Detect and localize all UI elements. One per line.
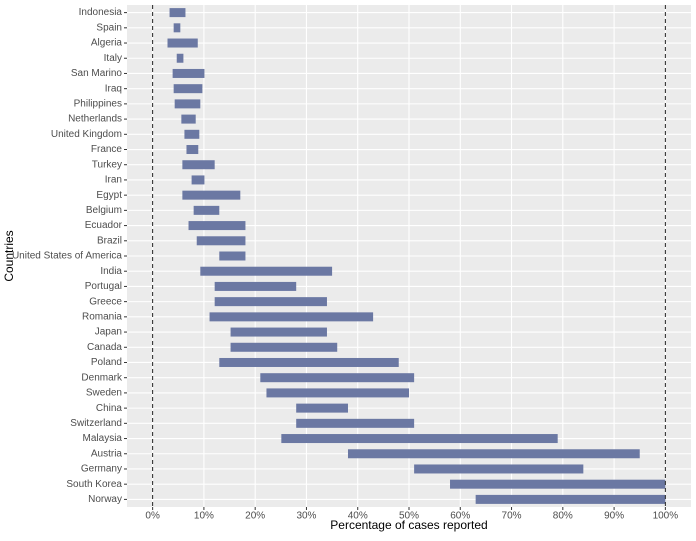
y-tick-label: Spain [96,22,122,33]
y-tick-label: Malaysia [83,433,123,444]
bar [169,8,186,18]
bar [214,297,327,307]
bar [181,114,196,124]
bar [347,449,640,459]
bar [260,373,415,383]
bar [219,251,246,261]
bar [475,494,666,504]
x-axis-title: Percentage of cases reported [330,518,487,532]
bar [296,403,348,413]
bar [196,236,246,246]
x-tick-label: 80% [553,511,573,522]
bar [209,312,374,322]
bar [230,327,327,337]
x-tick-label: 30% [296,511,316,522]
x-tick-label: 10% [194,511,214,522]
y-tick-label: South Korea [66,479,122,490]
y-tick-label: Belgium [86,205,122,216]
y-tick-label: Brazil [97,235,122,246]
y-tick-label: Turkey [92,159,122,170]
y-tick-label: United Kingdom [51,129,122,140]
y-tick-label: India [100,266,122,277]
y-tick-label: Portugal [85,281,122,292]
bar [193,205,220,215]
bar [266,388,409,398]
bar [188,221,246,231]
bar [230,342,338,352]
y-tick-label: China [96,403,123,414]
bar [167,38,198,48]
x-tick-label: 0% [145,511,160,522]
bar [214,281,297,291]
bar [186,145,199,155]
y-axis-title: Countries [2,230,16,281]
bar [191,175,205,185]
x-tick-label: 70% [502,511,522,522]
y-tick-label: Algeria [91,38,123,49]
bar [174,99,201,109]
x-tick-label: 50% [399,511,419,522]
bar [176,53,184,63]
bar [182,160,215,170]
y-tick-label: Iraq [105,83,122,94]
y-tick-label: Norway [88,494,122,505]
y-tick-label: Netherlands [68,114,122,125]
y-tick-label: San Marino [71,68,123,79]
y-tick-label: Iran [105,175,122,186]
bar [281,434,558,444]
bar [296,418,415,428]
x-tick-label: 40% [348,511,368,522]
bar [200,266,333,276]
y-tick-label: Romania [82,311,122,322]
y-tick-label: Japan [95,327,122,338]
x-tick-label: 100% [653,511,679,522]
y-tick-label: Germany [81,464,122,475]
bar [173,84,203,94]
y-tick-label: Egypt [96,190,122,201]
y-tick-label: United States of America [12,251,122,262]
y-tick-label: Ecuador [85,220,123,231]
x-tick-label: 20% [245,511,265,522]
y-tick-label: Philippines [74,99,122,110]
y-tick-label: Sweden [86,388,122,399]
y-tick-label: Denmark [81,372,123,383]
bar [182,190,241,200]
x-tick-label: 90% [604,511,624,522]
bar [450,479,666,489]
y-tick-label: Poland [91,357,122,368]
y-tick-label: France [91,144,123,155]
bar [414,464,584,474]
y-tick-label: Austria [91,448,123,459]
x-tick-label: 60% [450,511,470,522]
bar [172,68,205,78]
y-tick-label: Canada [87,342,122,353]
y-tick-label: Greece [89,296,122,307]
bar [184,129,200,139]
bar [219,357,399,367]
bar [173,23,181,33]
y-tick-label: Switzerland [70,418,122,429]
y-tick-label: Italy [104,53,122,64]
y-tick-label: Indonesia [79,7,123,18]
